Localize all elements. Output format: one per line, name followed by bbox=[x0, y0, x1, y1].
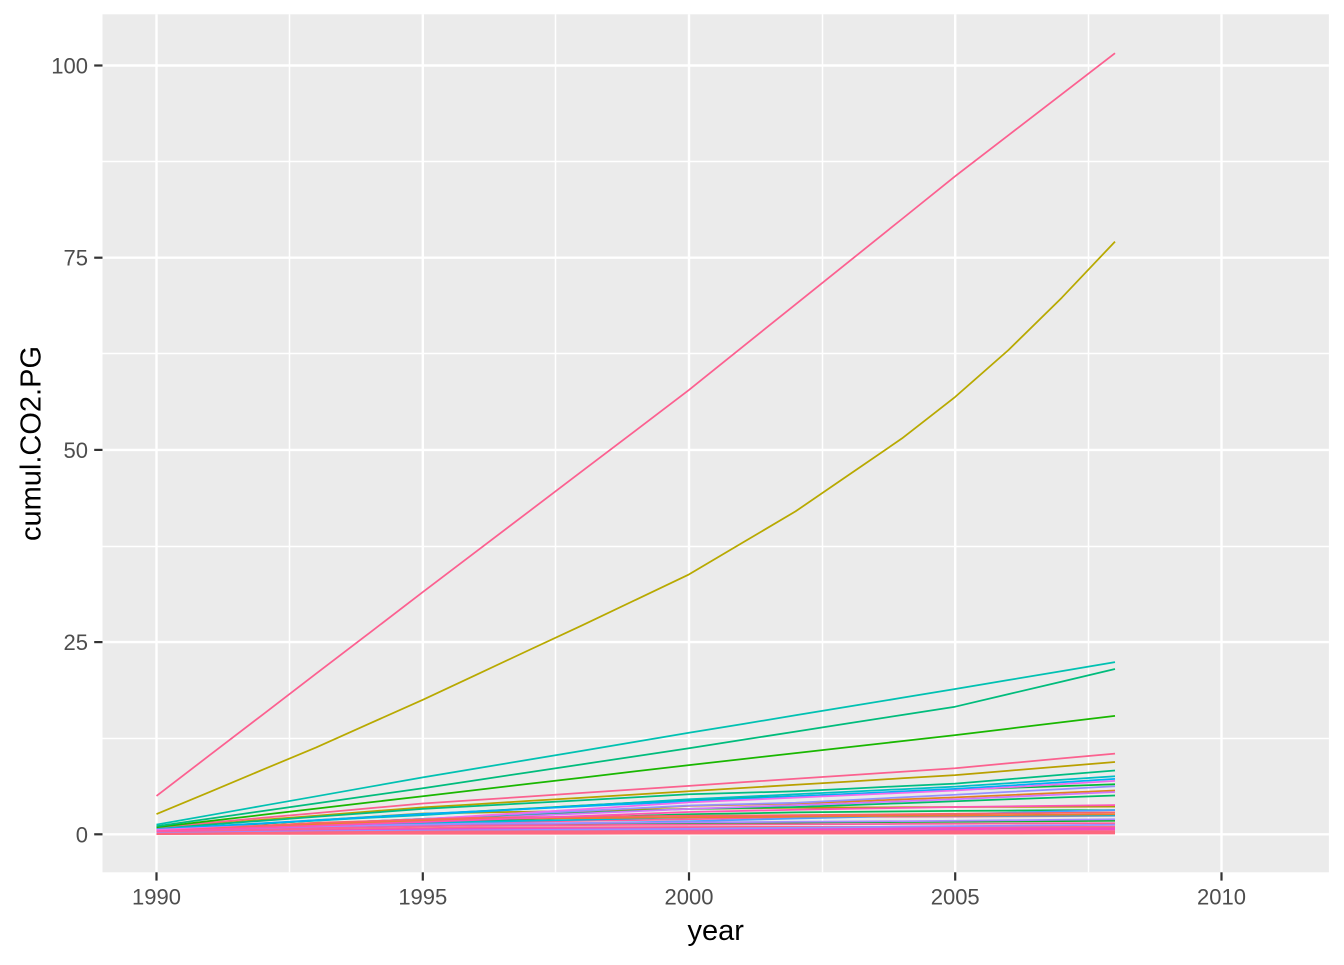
svg-text:1995: 1995 bbox=[398, 885, 447, 910]
svg-text:25: 25 bbox=[64, 630, 88, 655]
svg-text:2005: 2005 bbox=[931, 885, 980, 910]
svg-text:year: year bbox=[687, 915, 744, 947]
svg-text:2010: 2010 bbox=[1197, 885, 1246, 910]
svg-text:0: 0 bbox=[76, 822, 88, 847]
svg-text:75: 75 bbox=[64, 246, 88, 271]
svg-text:cumul.CO2.PG: cumul.CO2.PG bbox=[16, 346, 48, 541]
svg-text:1990: 1990 bbox=[132, 885, 181, 910]
svg-text:2000: 2000 bbox=[665, 885, 714, 910]
svg-text:50: 50 bbox=[64, 438, 88, 463]
svg-text:100: 100 bbox=[51, 54, 88, 79]
